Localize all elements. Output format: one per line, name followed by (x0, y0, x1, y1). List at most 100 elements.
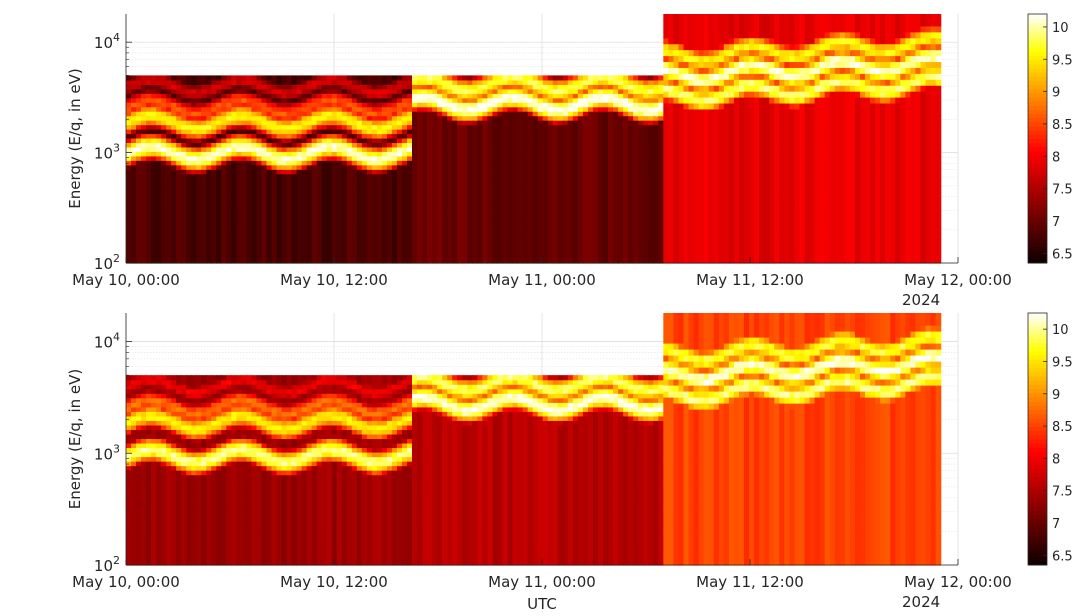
heatmap-cell (688, 251, 695, 258)
heatmap-cell (341, 151, 348, 157)
heatmap-cell (306, 115, 313, 121)
heatmap-cell (552, 93, 559, 99)
heatmap-cell (156, 196, 162, 202)
heatmap-cell (176, 97, 182, 103)
heatmap-cell (412, 200, 418, 206)
heatmap-cell (703, 191, 710, 199)
heatmap-cell (542, 173, 549, 179)
heatmap-cell (562, 187, 569, 193)
heatmap-cell (562, 182, 569, 188)
heatmap-cell (653, 75, 659, 81)
heatmap-cell (176, 142, 182, 148)
heatmap-cell (376, 111, 383, 117)
heatmap-cell (668, 79, 675, 86)
heatmap-cell (406, 111, 413, 117)
heatmap-cell (623, 191, 629, 197)
heatmap-cell (181, 88, 187, 94)
heatmap-cell (336, 75, 343, 81)
heatmap-cell (321, 254, 328, 260)
heatmap-cell (201, 160, 207, 166)
heatmap-cell (361, 227, 368, 233)
heatmap-cell (643, 133, 649, 139)
heatmap-cell (191, 182, 197, 188)
heatmap-cell (346, 187, 353, 193)
heatmap-cell (693, 61, 700, 68)
heatmap-cell (467, 84, 473, 90)
heatmap-cell (577, 236, 584, 242)
heatmap-cell (613, 88, 619, 94)
heatmap-cell (291, 97, 298, 103)
heatmap-cell (126, 129, 132, 135)
heatmap-cell (126, 218, 132, 224)
heatmap-cell (171, 111, 177, 117)
heatmap-cell (643, 124, 649, 130)
heatmap-cell (231, 115, 237, 121)
heatmap-cell (406, 218, 413, 224)
heatmap-cell (131, 146, 137, 152)
heatmap-cell (231, 164, 237, 170)
heatmap-cell (381, 79, 388, 85)
heatmap-cell (592, 106, 599, 112)
heatmap-cell (678, 138, 685, 146)
heatmap-cell (281, 209, 288, 215)
heatmap-cell (592, 129, 599, 135)
heatmap-cell (331, 120, 338, 126)
heatmap-cell (623, 102, 629, 108)
heatmap-cell (366, 75, 373, 81)
heatmap-cell (582, 142, 589, 148)
heatmap-cell (427, 231, 433, 237)
heatmap-cell (713, 49, 720, 57)
heatmap-cell (256, 231, 263, 237)
heatmap-cell (296, 84, 303, 90)
heatmap-cell (291, 102, 298, 108)
heatmap-cell (532, 137, 539, 144)
heatmap-cell (663, 14, 669, 21)
heatmap-cell (713, 25, 720, 33)
heatmap-cell (386, 137, 393, 144)
heatmap-cell (683, 174, 690, 181)
heatmap-cell (261, 133, 268, 139)
heatmap-cell (146, 169, 152, 175)
heatmap-cell (668, 132, 675, 140)
heatmap-cell (507, 209, 514, 215)
heatmap-cell (401, 111, 408, 117)
heatmap-cell (502, 160, 509, 166)
heatmap-cell (532, 151, 539, 157)
heatmap-cell (191, 231, 197, 237)
heatmap-cell (216, 75, 222, 81)
heatmap-cell (547, 151, 554, 157)
heatmap-cell (713, 14, 720, 21)
heatmap-cell (708, 79, 715, 86)
heatmap-cell (381, 88, 388, 94)
heatmap-cell (638, 182, 644, 188)
heatmap-cell (422, 88, 428, 94)
heatmap-cell (597, 191, 604, 197)
heatmap-cell (552, 155, 559, 161)
heatmap-cell (156, 245, 162, 251)
heatmap-cell (422, 231, 428, 237)
heatmap-cell (126, 75, 132, 81)
heatmap-cell (623, 200, 629, 206)
heatmap-cell (246, 200, 253, 206)
heatmap-cell (663, 31, 669, 39)
heatmap-cell (422, 102, 428, 108)
heatmap-cell (206, 129, 212, 135)
heatmap-cell (487, 115, 494, 121)
heatmap-cell (206, 187, 212, 193)
heatmap-cell (176, 106, 182, 112)
heatmap-cell (608, 249, 614, 255)
heatmap-cell (597, 111, 604, 117)
heatmap-cell (211, 133, 217, 139)
heatmap-cell (206, 236, 212, 242)
heatmap-cell (361, 254, 368, 260)
heatmap-cell (391, 151, 398, 157)
heatmap-cell (376, 133, 383, 139)
heatmap-cell (226, 258, 232, 264)
heatmap-cell (432, 84, 438, 90)
heatmap-cell (567, 84, 574, 90)
heatmap-cell (547, 187, 554, 193)
heatmap-cell (196, 79, 202, 85)
heatmap-cell (406, 231, 413, 237)
heatmap-cell (718, 209, 725, 217)
heatmap-cell (467, 245, 473, 251)
